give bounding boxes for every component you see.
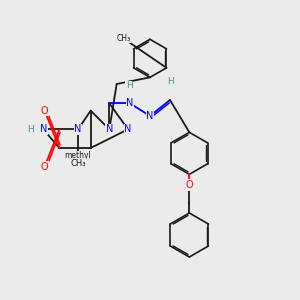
Text: methyl: methyl [64,152,92,160]
Text: N: N [124,124,132,134]
Text: O: O [41,162,49,172]
Text: H: H [126,82,133,91]
Text: CH₃: CH₃ [116,34,130,43]
Text: N: N [40,124,47,134]
Text: N: N [126,98,134,108]
Text: N: N [146,111,154,121]
Text: N: N [74,124,82,134]
Text: N: N [106,124,113,134]
Text: O: O [41,106,49,116]
Text: O: O [185,180,193,190]
Text: H: H [167,77,173,86]
Text: H: H [27,125,33,134]
Text: CH₃: CH₃ [70,159,86,168]
